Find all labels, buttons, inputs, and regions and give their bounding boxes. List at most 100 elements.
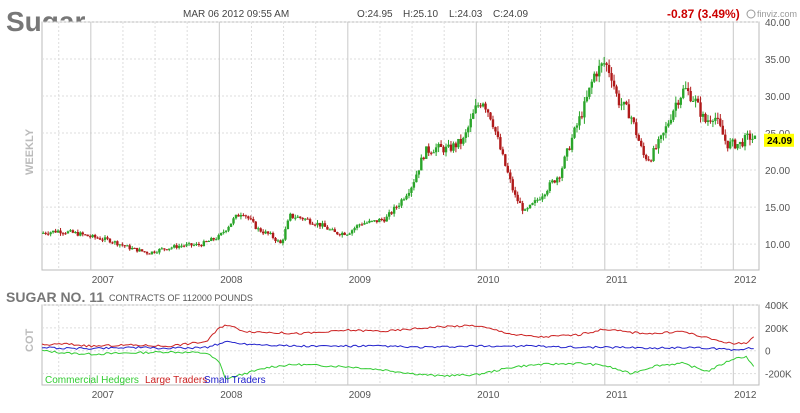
- candle-body: [360, 224, 364, 226]
- candle-body: [165, 249, 168, 251]
- change-label: -0.87 (3.49%): [667, 7, 740, 21]
- candle-body: [395, 206, 398, 208]
- candle-body: [244, 215, 248, 217]
- candle-body: [261, 231, 265, 234]
- candle-body: [59, 230, 62, 234]
- candle-body: [385, 216, 388, 222]
- candle-body: [44, 232, 47, 234]
- candle-body: [217, 235, 220, 240]
- candle-body: [514, 190, 517, 195]
- price-x-axis: 2007 2008 2009 2010 2011 2012: [92, 275, 757, 286]
- candle-body: [200, 245, 203, 247]
- candle-body: [215, 239, 218, 241]
- price-x-tick-label: 2011: [606, 275, 628, 286]
- candle-body: [553, 180, 556, 183]
- price-y-tick-label: 10.00: [765, 240, 790, 251]
- cot-y-tick-label: 200K: [765, 324, 789, 335]
- candle-body: [108, 238, 112, 243]
- candle-body: [323, 223, 327, 227]
- price-x-tick-label: 2012: [734, 275, 757, 286]
- candle-body: [101, 239, 104, 241]
- candle-body: [353, 228, 356, 231]
- candle-body: [326, 226, 329, 230]
- cot-x-tick-label: 2009: [349, 390, 372, 401]
- candle-body: [135, 247, 139, 252]
- price-x-tick-label: 2008: [220, 275, 243, 286]
- candle-body: [704, 113, 707, 123]
- candle-body: [751, 138, 754, 140]
- candle-body: [516, 194, 519, 202]
- candle-body: [429, 152, 433, 154]
- candle-body: [84, 234, 87, 236]
- candle-body: [728, 141, 732, 149]
- candle-body: [400, 199, 403, 206]
- candle-body: [733, 139, 737, 149]
- candle-body: [689, 91, 692, 102]
- candle-body: [696, 98, 700, 103]
- candle-body: [536, 199, 539, 201]
- candle-body: [192, 244, 196, 246]
- cot-line-commercial-hedgers: [41, 349, 755, 380]
- candle-body: [442, 146, 445, 153]
- candle-body: [121, 244, 124, 246]
- finviz-logo-icon: [746, 9, 756, 19]
- candle-body: [207, 241, 210, 243]
- candle-body: [499, 137, 502, 150]
- candle-body: [506, 165, 509, 173]
- candle-body: [106, 237, 109, 239]
- candle-body: [343, 232, 346, 235]
- candle-body: [153, 251, 156, 253]
- candle-body: [518, 201, 522, 204]
- candle-body: [86, 234, 89, 237]
- candle-body: [229, 223, 233, 227]
- candle-body: [46, 233, 50, 235]
- candle-body: [706, 120, 710, 123]
- candle-body: [345, 234, 349, 236]
- candle-body: [444, 146, 448, 153]
- candle-body: [657, 139, 660, 149]
- candle-body: [64, 233, 67, 235]
- candle-body: [595, 73, 598, 77]
- candle-body: [699, 102, 702, 117]
- cot-side-label: COT: [24, 329, 36, 353]
- candle-body: [54, 230, 57, 233]
- candle-body: [417, 170, 421, 175]
- candle-body: [531, 203, 534, 205]
- candle-body: [143, 251, 146, 253]
- candle-body: [558, 177, 561, 179]
- period-label: WEEKLY: [24, 128, 36, 175]
- legend-small-traders: Small Traders: [204, 375, 266, 386]
- price-y-tick-label: 40.00: [765, 18, 790, 29]
- candle-body: [711, 120, 715, 122]
- candle-body: [163, 248, 166, 250]
- candle-body: [232, 218, 235, 224]
- candle-body: [355, 225, 359, 229]
- price-y-tick-label: 35.00: [765, 55, 790, 66]
- candle-body: [649, 160, 653, 162]
- candle-body: [168, 248, 171, 250]
- candle-body: [266, 231, 270, 234]
- candle-body: [719, 118, 722, 126]
- cot-subtitle: CONTRACTS OF 112000 POUNDS: [109, 293, 253, 303]
- candle-body: [368, 220, 371, 223]
- candle-body: [222, 231, 225, 233]
- candle-body: [173, 245, 176, 248]
- candle-body: [610, 73, 613, 81]
- candle-body: [392, 206, 396, 214]
- cot-title: SUGAR NO. 11: [6, 289, 104, 305]
- brand-label[interactable]: finviz.com: [757, 9, 797, 19]
- candle-body: [264, 231, 267, 234]
- price-y-tick-label: 30.00: [765, 92, 790, 103]
- candle-body: [224, 230, 228, 232]
- price-grid: [42, 21, 759, 270]
- candle-body: [113, 241, 117, 243]
- candle-body: [674, 102, 678, 111]
- candle-body: [501, 149, 505, 155]
- candle-body: [249, 218, 253, 220]
- candle-body: [410, 187, 413, 193]
- cot-x-tick-label: 2011: [606, 390, 628, 401]
- candle-body: [669, 119, 673, 124]
- candle-body: [111, 242, 114, 244]
- close-label: C:24.09: [493, 9, 528, 20]
